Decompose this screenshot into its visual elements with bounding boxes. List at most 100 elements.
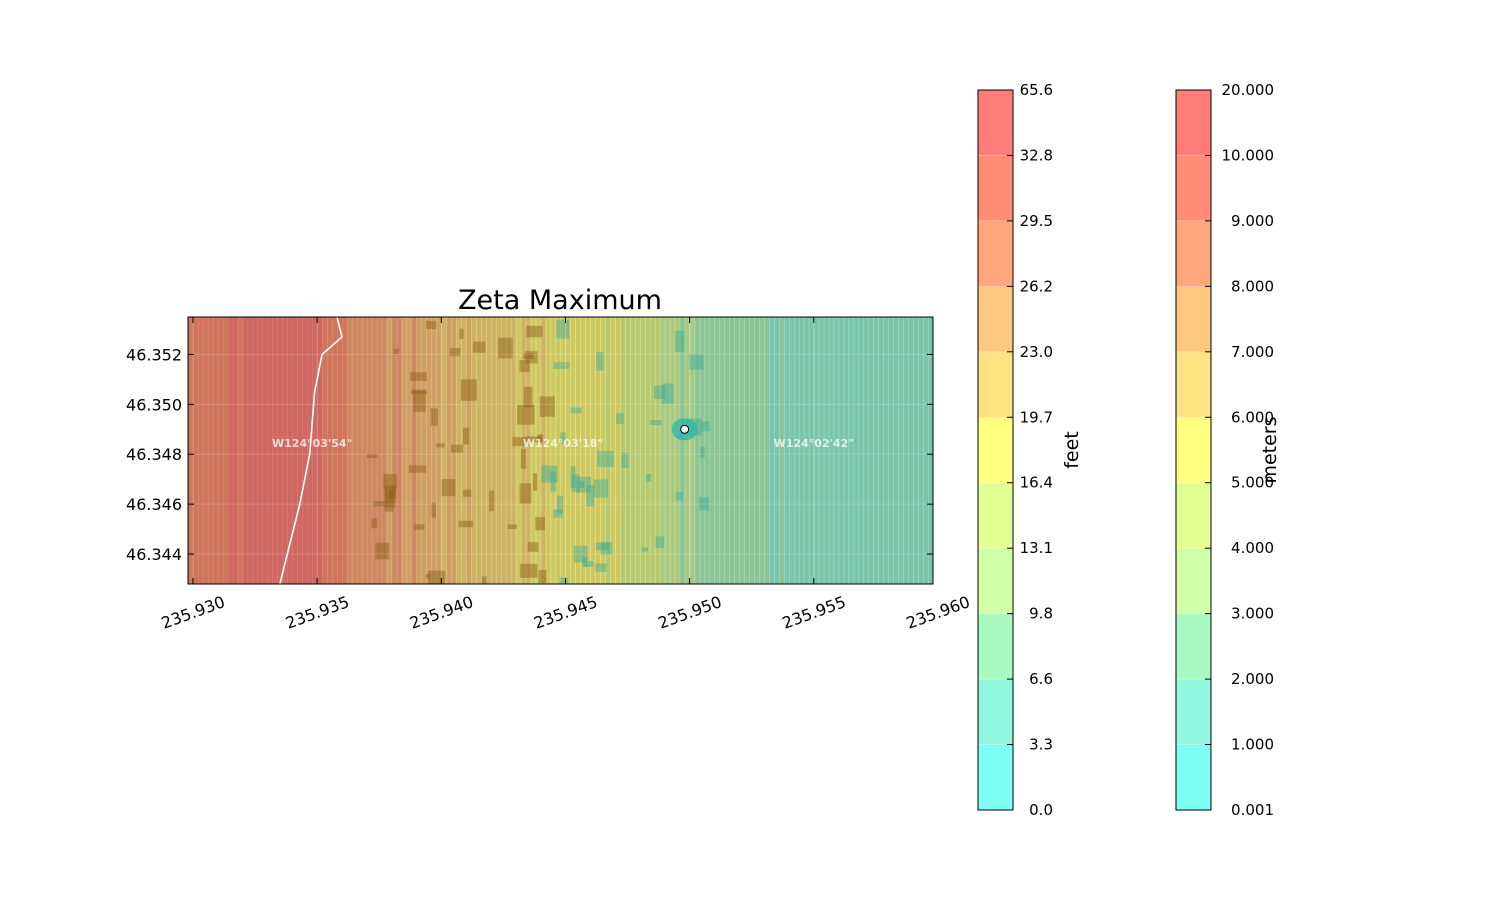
contour-band — [376, 317, 383, 584]
contour-band — [197, 317, 204, 584]
contour-band — [585, 317, 591, 584]
colorbar-tick-label: 6.6 — [1029, 670, 1053, 688]
map-label: W124°03'18" — [523, 437, 603, 450]
contour-band — [679, 317, 686, 584]
contour-patch — [616, 413, 624, 424]
contour-patch — [525, 351, 538, 364]
contour-band — [615, 317, 621, 584]
contour-patch — [436, 443, 445, 448]
contour-band — [302, 317, 308, 584]
contour-band — [923, 317, 929, 584]
contour-band — [381, 317, 388, 584]
contour-band — [267, 317, 274, 584]
contour-band — [188, 317, 194, 584]
contour-band — [625, 317, 631, 584]
contour-band — [704, 317, 711, 584]
contour-patch — [621, 452, 629, 468]
contour-patch — [428, 570, 446, 584]
contour-band — [520, 317, 527, 584]
contour-band — [461, 317, 467, 584]
contour-band — [471, 317, 477, 584]
contour-patch — [538, 570, 547, 583]
contour-band — [724, 317, 730, 584]
contour-patch — [553, 362, 570, 369]
map-label: W124°03'54" — [272, 437, 352, 450]
contour-band — [739, 317, 745, 584]
contour-patch — [384, 490, 394, 512]
contour-band — [803, 317, 810, 584]
contour-band — [600, 317, 606, 584]
contour-band — [371, 317, 378, 584]
contour-patch — [371, 518, 378, 529]
y-tick-label: 46.346 — [126, 495, 182, 514]
contour-band — [828, 317, 835, 584]
contour-patch — [578, 481, 585, 488]
contour-patch — [576, 476, 592, 493]
contour-band — [202, 317, 209, 584]
contour-patch — [532, 473, 538, 491]
colorbar-band — [978, 155, 1013, 222]
contour-patch — [512, 437, 526, 447]
contour-band — [575, 317, 581, 584]
contour-patch — [523, 386, 533, 408]
contour-band — [560, 317, 567, 584]
contour-band — [734, 317, 740, 584]
contour-band — [421, 317, 427, 584]
contour-patch — [675, 330, 685, 352]
contour-band — [332, 317, 338, 584]
contour-band — [659, 317, 666, 584]
contour-patch — [550, 471, 557, 492]
contour-band — [689, 317, 696, 584]
contour-patch — [460, 379, 477, 401]
contour-patch — [410, 372, 427, 381]
contour-band — [476, 317, 482, 584]
contour-band — [654, 317, 661, 584]
contour-band — [823, 317, 830, 584]
contour-band — [530, 317, 537, 584]
contour-patch — [517, 404, 535, 425]
contour-band — [595, 317, 601, 584]
contour-patch — [645, 473, 652, 482]
colorbar-band — [978, 220, 1013, 287]
contour-band — [192, 317, 199, 584]
contour-band — [590, 317, 596, 584]
colorbar-tick-label: 1.000 — [1231, 736, 1274, 754]
contour-band — [277, 317, 283, 584]
contour-band — [416, 317, 423, 584]
map-area: W124°03'54" W124°03'18" W124°02'42" — [188, 317, 933, 584]
colorbar-frame — [977, 89, 1014, 811]
colorbar-feet: 0.0 3.3 6.6 9.8 13.1 16.4 19.7 23.0 26.2 29.5 32.8… — [977, 81, 1083, 819]
contour-patch — [556, 495, 564, 514]
colorbar-tick-label: 2.000 — [1231, 670, 1274, 688]
colorbar-band — [1176, 482, 1211, 549]
colorbar-tick-label: 0.0 — [1029, 801, 1053, 819]
contour-band — [456, 317, 462, 584]
colorbar-band — [978, 90, 1013, 156]
contour-patch — [425, 574, 431, 579]
colorbar-band — [978, 417, 1013, 484]
contour-patch — [458, 520, 474, 528]
colorbar-band — [978, 482, 1013, 549]
colorbar-band — [1176, 220, 1211, 287]
contour-patch — [414, 524, 425, 530]
contour-band — [545, 317, 552, 584]
colorbar-tick-label: 19.7 — [1020, 408, 1053, 426]
colorbar-tick-label: 65.6 — [1020, 81, 1053, 99]
contour-band — [351, 317, 358, 584]
contour-patch — [537, 434, 543, 443]
colorbar-meters: 0.001 1.000 2.000 3.000 4.000 5.000 6.000 7.000… — [1175, 81, 1281, 819]
contour-band — [396, 317, 403, 584]
contour-patch — [389, 489, 397, 499]
colorbar-tick-label: 16.4 — [1020, 474, 1053, 492]
contour-band — [257, 317, 264, 584]
colorbar-tick-label: 9.8 — [1029, 605, 1053, 623]
contour-patch — [595, 563, 607, 572]
contour-band — [898, 317, 904, 584]
contour-band — [873, 317, 879, 584]
contour-patch — [583, 560, 594, 567]
contour-patch — [525, 436, 543, 443]
contour-band — [913, 317, 919, 584]
x-tick-label: 235.955 — [780, 592, 849, 632]
contour-band — [868, 317, 874, 584]
contour-band — [764, 317, 770, 584]
